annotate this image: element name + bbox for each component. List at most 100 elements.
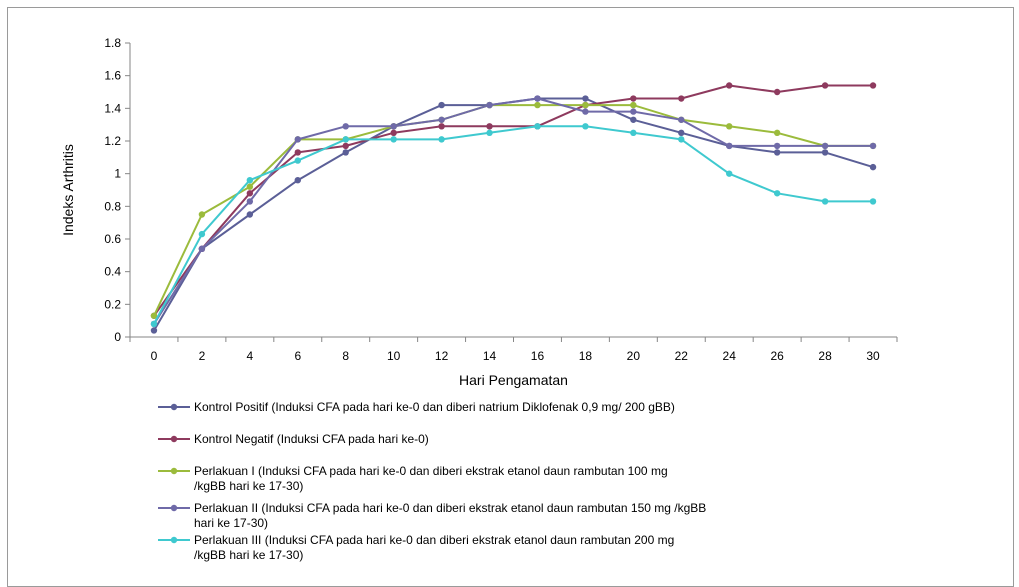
y-tick-label: 0.4 — [104, 265, 121, 279]
y-tick-label: 0.6 — [104, 232, 121, 246]
y-tick-label: 1.8 — [104, 36, 121, 50]
data-point-s5 — [486, 129, 493, 137]
data-point-s5 — [390, 136, 397, 143]
y-tick-label: 0 — [114, 330, 121, 344]
data-point-s1 — [294, 177, 301, 184]
data-point-s2 — [678, 95, 685, 102]
x-tick-label: 22 — [675, 349, 689, 363]
data-point-s2 — [773, 88, 781, 96]
legend-entry-2-line-1: Kontrol Negatif (Induksi CFA pada hari k… — [194, 432, 429, 446]
data-point-s4 — [390, 123, 397, 130]
data-point-s1 — [342, 149, 349, 156]
data-point-s1 — [438, 101, 445, 109]
data-point-s4 — [726, 142, 733, 150]
data-point-s4 — [438, 116, 445, 123]
data-point-s3 — [773, 129, 781, 137]
data-point-s5 — [773, 190, 781, 197]
x-tick-label: 18 — [579, 349, 593, 363]
x-tick-label: 24 — [723, 349, 737, 363]
data-point-s3 — [726, 123, 733, 130]
legend-entry-5-line-1: Perlakuan III (Induksi CFA pada hari ke-… — [194, 533, 674, 547]
data-point-s4 — [342, 123, 349, 130]
legend-entry-3-line-2: /kgBB hari ke 17-30) — [194, 479, 303, 493]
data-point-s1 — [150, 327, 158, 334]
data-point-s5 — [150, 320, 158, 328]
data-point-s5 — [534, 123, 541, 130]
data-point-s5 — [630, 129, 637, 137]
data-point-s3 — [150, 312, 158, 319]
legend-entry-1-line-1: Kontrol Positif (Induksi CFA pada hari k… — [194, 400, 675, 414]
data-point-s2 — [869, 82, 877, 89]
data-point-s1 — [821, 149, 829, 156]
data-point-s4 — [821, 142, 829, 150]
y-axis-title: Indeks Arthritis — [60, 144, 76, 236]
x-tick-label: 2 — [199, 349, 206, 363]
x-tick-label: 6 — [294, 349, 301, 363]
data-point-s2 — [438, 123, 445, 130]
data-point-s2 — [390, 129, 397, 137]
data-point-s2 — [342, 142, 349, 150]
data-point-s2 — [726, 82, 733, 89]
y-tick-label: 1.6 — [104, 69, 121, 83]
x-tick-label: 12 — [435, 349, 449, 363]
data-point-s2 — [294, 149, 301, 156]
data-point-s2 — [821, 82, 829, 89]
series-line-5 — [153, 125, 873, 325]
data-point-s5 — [582, 123, 589, 130]
x-tick-label: 16 — [531, 349, 545, 363]
data-point-s3 — [198, 211, 206, 218]
data-point-s5 — [678, 136, 685, 143]
x-tick-label: 20 — [627, 349, 641, 363]
data-point-s4 — [582, 108, 589, 115]
x-tick-label: 0 — [151, 349, 158, 363]
x-axis-title: Hari Pengamatan — [459, 372, 568, 388]
legend-entry-4-line-1: Perlakuan II (Induksi CFA pada hari ke-0… — [194, 501, 706, 515]
data-point-s1 — [630, 116, 637, 123]
data-point-s3 — [534, 101, 541, 109]
data-point-s4 — [294, 136, 301, 143]
data-point-s1 — [582, 95, 589, 102]
data-point-s4 — [198, 245, 206, 252]
data-point-s2 — [630, 95, 637, 102]
line-chart: 00.20.40.60.811.21.41.61.80 2 4 6 8 10 12 14 16 1… — [60, 36, 898, 562]
y-tick-label: 1 — [114, 167, 121, 181]
data-point-s3 — [246, 183, 254, 190]
data-point-s1 — [773, 149, 781, 156]
series-line-4 — [153, 97, 873, 325]
data-point-s2 — [486, 123, 493, 130]
chart-frame — [7, 7, 1014, 587]
data-point-s5 — [821, 198, 829, 205]
data-point-s4 — [486, 101, 493, 109]
legend-swatch-marker-2 — [170, 435, 178, 443]
data-point-s5 — [246, 177, 254, 184]
data-point-s4 — [630, 108, 637, 115]
y-tick-label: 0.8 — [104, 199, 121, 213]
legend-entry-5-line-2: /kgBB hari ke 17-30) — [194, 548, 303, 562]
series-line-1 — [153, 97, 874, 332]
data-point-s4 — [678, 116, 685, 123]
x-tick-label: 30 — [866, 349, 880, 363]
legend-swatch-marker-4 — [170, 504, 178, 512]
data-point-s4 — [246, 198, 254, 205]
x-tick-label: 8 — [342, 349, 349, 363]
data-point-s1 — [869, 163, 877, 171]
series-line-2 — [153, 84, 873, 317]
data-point-s5 — [726, 170, 733, 177]
legend-swatch-marker-5 — [170, 536, 178, 544]
data-point-s4 — [869, 142, 877, 150]
y-tick-label: 1.2 — [104, 134, 121, 148]
data-point-s5 — [294, 157, 301, 164]
data-point-s1 — [678, 129, 685, 137]
y-tick-label: 1.4 — [104, 101, 121, 115]
x-tick-label: 4 — [247, 349, 254, 363]
x-tick-label: 14 — [483, 349, 497, 363]
data-point-s3 — [630, 101, 637, 109]
data-point-s4 — [534, 95, 541, 102]
data-point-s4 — [773, 142, 781, 150]
x-tick-label: 28 — [818, 349, 832, 363]
data-point-s5 — [438, 136, 445, 143]
y-tick-label: 0.2 — [104, 297, 121, 311]
legend-entry-4-line-2: hari ke 17-30) — [194, 516, 268, 530]
x-tick-label: 10 — [387, 349, 401, 363]
data-point-s5 — [198, 230, 206, 238]
